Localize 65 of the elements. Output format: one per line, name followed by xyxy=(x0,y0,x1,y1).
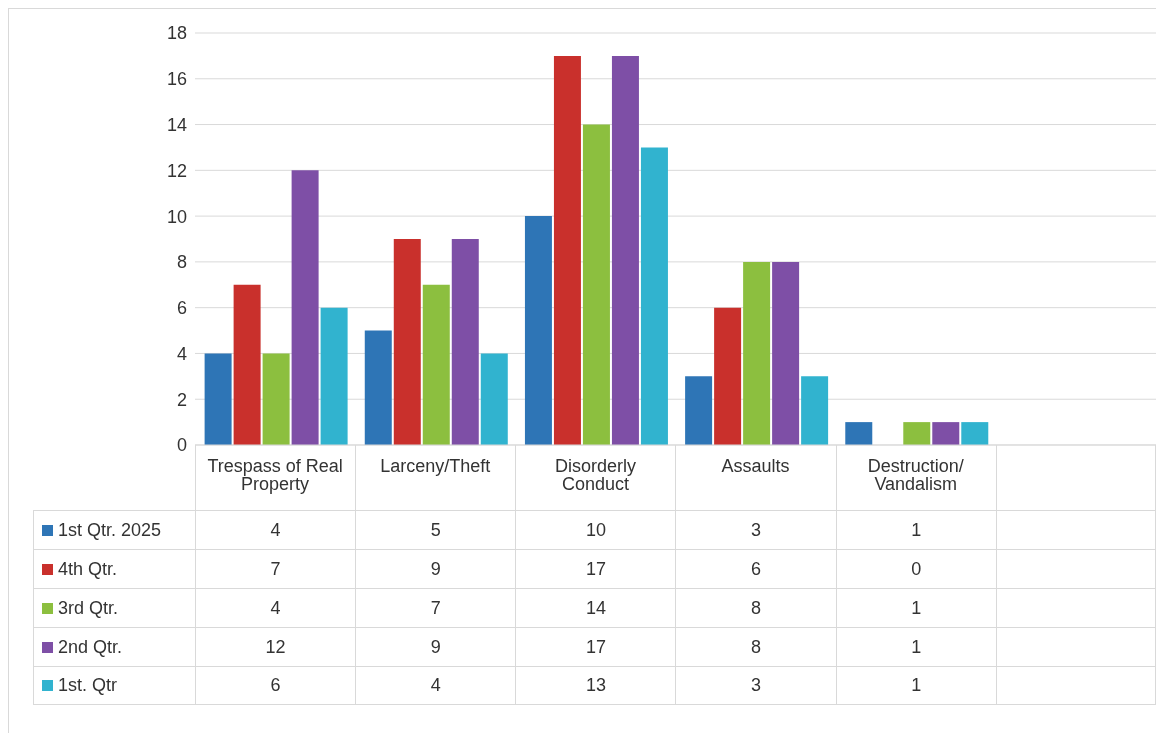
bar xyxy=(640,147,668,445)
bar xyxy=(524,216,552,445)
y-tick-label: 4 xyxy=(176,343,187,364)
y-tick-label: 2 xyxy=(176,389,187,410)
data-label: 10 xyxy=(515,511,676,549)
bar xyxy=(685,376,713,445)
data-label: 1 xyxy=(835,667,996,704)
bar xyxy=(714,307,742,445)
legend-label: 2nd Qtr. xyxy=(58,636,123,658)
y-tick-label: 8 xyxy=(176,252,187,273)
data-label: 3 xyxy=(675,667,836,704)
bar xyxy=(291,170,319,445)
bar xyxy=(553,55,581,445)
x-tick-label: Trespass of Real Property xyxy=(207,455,343,494)
bar xyxy=(772,261,800,445)
bar xyxy=(801,376,829,445)
legend-label: 1st. Qtr xyxy=(58,675,118,696)
data-label: 8 xyxy=(675,589,836,627)
bar xyxy=(845,422,873,445)
y-tick-label: 14 xyxy=(166,114,187,135)
x-tick-label: Disorderly Conduct xyxy=(554,455,636,494)
bar xyxy=(932,422,960,445)
data-label: 9 xyxy=(355,550,516,588)
x-tick-label: Larceny/Theft xyxy=(380,455,491,476)
legend-label: 3rd Qtr. xyxy=(58,597,119,619)
bar xyxy=(743,261,771,445)
data-label: 1 xyxy=(835,628,996,666)
x-tick-label: Assaults xyxy=(721,455,790,476)
data-label: 17 xyxy=(515,628,676,666)
y-tick-label: 18 xyxy=(166,23,187,44)
data-label: 0 xyxy=(835,550,996,588)
bar xyxy=(320,307,348,445)
data-label: 7 xyxy=(355,589,516,627)
data-label: 3 xyxy=(675,511,836,549)
bar xyxy=(451,239,479,445)
y-tick-label: 12 xyxy=(166,160,187,181)
bar xyxy=(961,422,989,445)
legend-label: 1st Qtr. 2025 xyxy=(58,519,162,541)
data-label: 13 xyxy=(515,667,676,704)
bar xyxy=(480,353,508,445)
data-label: 1 xyxy=(835,589,996,627)
y-tick-label: 6 xyxy=(176,298,187,319)
legend-label: 4th Qtr. xyxy=(58,558,118,580)
bar xyxy=(364,330,392,445)
data-label: 4 xyxy=(355,667,516,704)
data-label: 8 xyxy=(675,628,836,666)
data-label: 17 xyxy=(515,550,676,588)
x-tick-label: Destruction/ Vandalism xyxy=(867,455,964,494)
bar xyxy=(903,422,931,445)
y-tick-label: 16 xyxy=(166,69,187,90)
data-label: 6 xyxy=(675,550,836,588)
bar xyxy=(204,353,232,445)
y-tick-label: 0 xyxy=(176,435,187,456)
bar xyxy=(393,239,421,445)
data-label: 14 xyxy=(515,589,676,627)
bar xyxy=(262,353,290,445)
bar xyxy=(233,284,261,445)
data-label: 9 xyxy=(355,628,516,666)
y-tick-label: 10 xyxy=(166,206,187,227)
bar xyxy=(611,55,639,445)
bar xyxy=(422,284,450,445)
data-label: 7 xyxy=(195,550,356,588)
bar xyxy=(582,124,610,445)
data-label: 1 xyxy=(835,511,996,549)
data-label: 5 xyxy=(355,511,516,549)
